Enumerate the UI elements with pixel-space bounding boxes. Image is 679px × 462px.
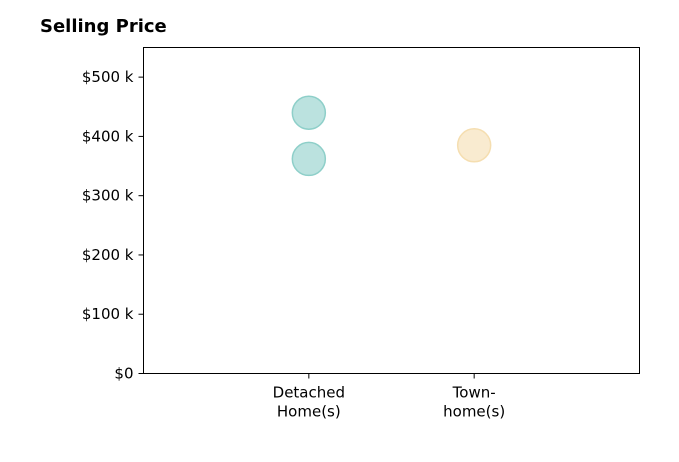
chart-title: Selling Price — [40, 16, 167, 37]
data-point-detached — [291, 95, 327, 130]
x-tick-label-detached: Detached Home(s) — [273, 384, 345, 421]
x-tick-label-line: Home(s) — [277, 403, 341, 421]
x-tick-label-line: home(s) — [443, 403, 505, 421]
y-axis: $0 $100 k $200 k $300 k $400 k $500 k — [82, 68, 144, 383]
x-tick-label-line: Detached — [273, 384, 345, 402]
x-axis: Detached Home(s) Town-home(s) — [273, 373, 505, 421]
x-tick-label-town: Town-home(s) — [443, 384, 505, 421]
data-points — [291, 95, 492, 177]
data-point-town — [456, 128, 492, 163]
y-tick-label: $300 k — [82, 187, 134, 205]
x-tick-label-line: Town- — [452, 384, 496, 402]
y-tick-label: $0 — [114, 365, 133, 383]
y-tick-label: $100 k — [82, 305, 134, 323]
data-point-detached — [291, 141, 327, 177]
plot-area — [143, 47, 640, 374]
y-tick-label: $400 k — [82, 127, 134, 145]
y-tick-label: $500 k — [82, 68, 134, 86]
y-tick-label: $200 k — [82, 246, 134, 264]
